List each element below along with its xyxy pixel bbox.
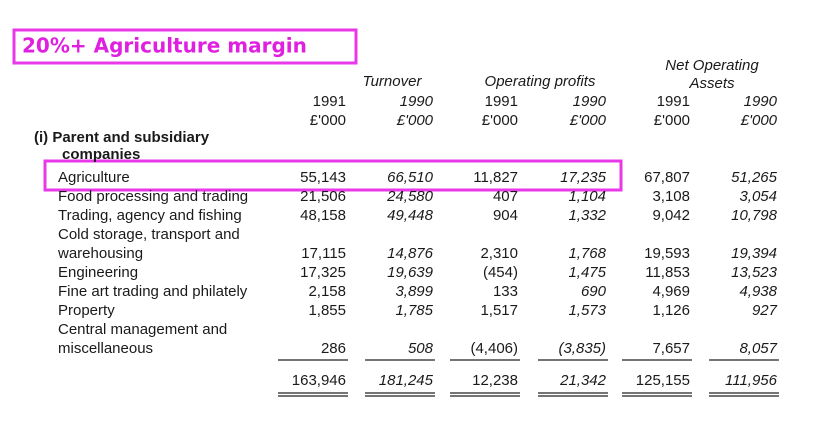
unit-header: £'000 — [740, 112, 778, 129]
cell: 17,325 — [300, 264, 346, 281]
section-label: (i) Parent and subsidiary — [34, 129, 210, 146]
year-header: 1990 — [400, 93, 434, 110]
row-label: Engineering — [58, 264, 138, 281]
cell: 55,143 — [300, 169, 346, 186]
cell: 286 — [321, 340, 346, 357]
cell: 1,332 — [568, 207, 606, 224]
cell: 690 — [581, 283, 607, 300]
group-header: Turnover — [363, 73, 423, 90]
cell: 927 — [752, 302, 778, 319]
unit-header: £'000 — [396, 112, 434, 129]
year-header: 1991 — [313, 93, 346, 110]
row-label: Agriculture — [58, 169, 130, 186]
cell: 3,054 — [739, 188, 777, 205]
cell: 1,573 — [568, 302, 606, 319]
unit-header: £'000 — [654, 112, 690, 129]
cell: 1,785 — [395, 302, 433, 319]
cell: (4,406) — [470, 340, 518, 357]
cell: 2,310 — [480, 245, 518, 262]
cell: 7,657 — [652, 340, 690, 357]
year-header: 1991 — [485, 93, 518, 110]
row-label: Cold storage, transport and — [58, 226, 240, 243]
row-label: miscellaneous — [58, 340, 153, 357]
cell: 133 — [493, 283, 518, 300]
cell: 10,798 — [731, 207, 778, 224]
year-header: 1990 — [744, 93, 778, 110]
row-label: Central management and — [58, 321, 227, 338]
cell: 1,475 — [568, 264, 606, 281]
cell: 904 — [493, 207, 518, 224]
cell: 24,580 — [386, 188, 434, 205]
total-cell: 181,245 — [379, 372, 434, 389]
cell: 49,448 — [387, 207, 434, 224]
unit-header: £'000 — [482, 112, 518, 129]
cell: 9,042 — [652, 207, 690, 224]
highlight-box — [43, 159, 623, 192]
cell: 1,855 — [308, 302, 346, 319]
row-label: Trading, agency and fishing — [58, 207, 242, 224]
cell: 11,827 — [473, 169, 518, 186]
cell: 2,158 — [308, 283, 346, 300]
annotation: 20%+ Agriculture margin — [22, 34, 307, 58]
cell: (454) — [483, 264, 518, 281]
row-label: Food processing and trading — [58, 188, 248, 205]
unit-header: £'000 — [310, 112, 346, 129]
row-label: warehousing — [57, 245, 143, 262]
cell: 17,115 — [301, 245, 346, 262]
cell: 19,593 — [644, 245, 690, 262]
cell: (3,835) — [558, 340, 606, 357]
year-header: 1990 — [573, 93, 607, 110]
cell: 21,506 — [300, 188, 346, 205]
cell: 1,517 — [480, 302, 518, 319]
cell: 1,126 — [652, 302, 690, 319]
cell: 13,523 — [731, 264, 778, 281]
year-header: 1991 — [657, 93, 690, 110]
unit-header: £'000 — [569, 112, 607, 129]
row-label: Fine art trading and philately — [58, 283, 248, 300]
cell: 14,876 — [387, 245, 434, 262]
cell: 19,394 — [731, 245, 777, 262]
total-cell: 12,238 — [472, 372, 518, 389]
cell: 1,768 — [568, 245, 606, 262]
total-cell: 111,956 — [725, 372, 778, 389]
cell: 4,938 — [739, 283, 777, 300]
cell: 3,899 — [395, 283, 433, 300]
cell: 4,969 — [652, 283, 690, 300]
cell: 17,235 — [560, 169, 607, 186]
row-label: Property — [58, 302, 115, 319]
total-cell: 21,342 — [559, 372, 607, 389]
cell: 508 — [408, 340, 434, 357]
section-label: companies — [62, 146, 140, 163]
cell: 11,853 — [645, 264, 690, 281]
cell: 51,265 — [731, 169, 778, 186]
cell: 3,108 — [652, 188, 690, 205]
annotation-box — [12, 28, 358, 65]
group-header: Net Operating Assets — [665, 57, 759, 92]
cell: 67,807 — [644, 169, 690, 186]
cell: 8,057 — [739, 340, 777, 357]
cell: 19,639 — [387, 264, 434, 281]
group-header: Operating profits — [485, 73, 596, 90]
table: Turnover Operating profits Net Operating As… — [34, 57, 779, 397]
cell: 407 — [493, 188, 518, 205]
cell: 48,158 — [300, 207, 346, 224]
total-cell: 125,155 — [636, 372, 690, 389]
cell: 66,510 — [387, 169, 434, 186]
cell: 1,104 — [568, 188, 606, 205]
total-cell: 163,946 — [292, 372, 346, 389]
